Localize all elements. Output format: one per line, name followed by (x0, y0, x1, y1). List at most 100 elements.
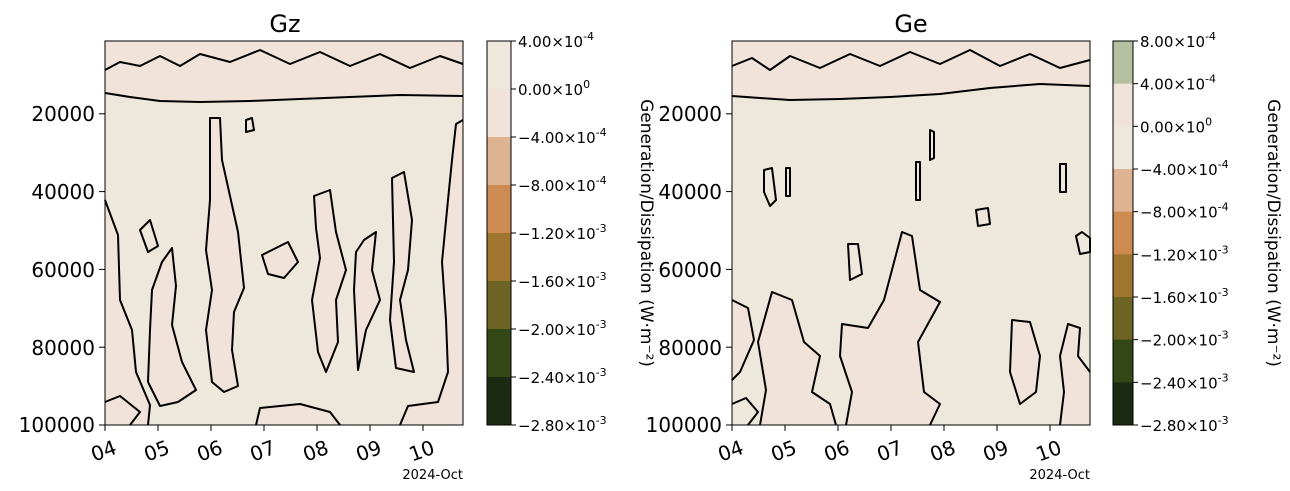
y-tick-label: 100000 (646, 413, 722, 437)
contour-line (245, 117, 255, 133)
contour-line (399, 119, 464, 426)
colorbar-tick-label: 4.00×10-4 (518, 30, 594, 51)
colorbar-frame (1112, 40, 1134, 426)
x-tick-label: 04 (715, 435, 747, 466)
contour-line (975, 207, 991, 227)
colorbar-tick-label: −1.20×10-3 (518, 222, 607, 243)
contour-line (389, 171, 415, 373)
colorbar-band (487, 185, 511, 234)
x-tick-label: 09 (353, 435, 385, 466)
colorbar-band (1113, 339, 1133, 383)
colorbar-label: Generation/Dissipation (W·m⁻²) (636, 99, 656, 367)
contour-region (354, 232, 380, 370)
colorbar-tick-label: −2.00×10-3 (518, 318, 607, 339)
plot-area (731, 40, 1091, 426)
contour-line (139, 219, 159, 253)
contour-region (105, 200, 150, 425)
contour-line (311, 189, 347, 373)
contour-line (104, 92, 464, 103)
contour-region (758, 292, 836, 425)
y-tick-label: 20000 (31, 102, 95, 126)
colorbar-band (1113, 211, 1133, 255)
colorbar-tick-label: −8.00×10-4 (1140, 201, 1229, 222)
contour-line (1009, 319, 1041, 405)
y-tick-label: 60000 (658, 258, 722, 282)
colorbar-tick-label: −1.20×10-3 (1140, 243, 1229, 264)
chart-title: Gz (269, 10, 300, 38)
contour-line (261, 241, 299, 279)
contour-line (1059, 163, 1067, 193)
panel-gz: Gz (19, 10, 656, 483)
contour-region (732, 41, 1090, 100)
colorbar-tick-label: −8.00×10-4 (518, 174, 607, 195)
colorbar-band (1113, 126, 1133, 170)
x-offset-label: 2024-Oct (1029, 468, 1090, 483)
contour-region (1060, 324, 1090, 425)
y-tick-label: 40000 (31, 180, 95, 204)
contour-line (255, 403, 341, 426)
x-offset-label: 2024-Oct (402, 468, 463, 483)
colorbar-band (487, 329, 511, 378)
colorbar-tick-label: −2.00×10-3 (1140, 329, 1229, 350)
colorbar-band (487, 137, 511, 186)
contour-line (731, 49, 1091, 71)
y-axis: 20000 40000 60000 80000 100000 (19, 102, 105, 437)
colorbar-band (487, 41, 511, 90)
plot-area (104, 40, 464, 426)
colorbar-tick-label: 0.00×100 (1140, 115, 1212, 136)
y-axis: 20000 40000 60000 80000 100000 (646, 102, 732, 437)
x-tick-label: 05 (141, 435, 173, 466)
contour-line (929, 129, 935, 161)
colorbar-tick-label: −4.00×10-4 (518, 126, 607, 147)
contour-line (1059, 323, 1091, 426)
contour-line (104, 199, 151, 426)
y-tick-label: 60000 (31, 258, 95, 282)
colorbar-band (487, 377, 511, 426)
x-tick-label: 08 (927, 435, 959, 466)
colorbar-band (1113, 169, 1133, 213)
colorbar-band (487, 233, 511, 282)
colorbar-band (1113, 83, 1133, 127)
contour-line (763, 167, 777, 207)
x-tick-label: 09 (980, 435, 1012, 466)
colorbar-tick-label: −4.00×10-4 (1140, 158, 1229, 179)
colorbar-tick-label: −2.40×10-3 (1140, 371, 1229, 392)
x-tick-label: 07 (247, 435, 279, 466)
contour-line (847, 243, 863, 281)
x-axis: 04 05 06 07 08 09 10 2024-Oct (715, 425, 1090, 483)
colorbar-label: Generation/Dissipation (W·m⁻²) (1263, 99, 1283, 367)
x-tick-label: 10 (406, 435, 438, 466)
contour-line (104, 395, 141, 426)
contour-region (840, 232, 940, 425)
plot-frame (104, 40, 464, 426)
colorbar-band (1113, 254, 1133, 298)
colorbar-band (1113, 382, 1133, 426)
contour-region (312, 190, 346, 372)
colorbar-band (1113, 41, 1133, 85)
contour-region (206, 118, 244, 392)
colorbar-band (487, 281, 511, 330)
colorbar-tick-label: −2.80×10-3 (518, 414, 607, 435)
x-tick-label: 04 (88, 435, 120, 466)
colorbar-band (1113, 297, 1133, 341)
contour-line (839, 231, 941, 426)
colorbar: 8.00×10-4 4.00×10-4 0.00×100 −4.00×10-4 −8.0… (1112, 30, 1283, 435)
contour-line (731, 83, 1091, 101)
contour-region (105, 41, 463, 102)
contour-region (732, 300, 754, 380)
contour-line (731, 397, 759, 426)
y-tick-label: 80000 (658, 336, 722, 360)
y-tick-label: 20000 (658, 102, 722, 126)
colorbar-tick-label: −1.60×10-3 (518, 270, 607, 291)
x-axis: 04 05 06 07 08 09 10 2024-Oct (88, 425, 463, 483)
colorbar-tick-label: 4.00×10-4 (1140, 73, 1216, 94)
colorbar-tick-label: −2.40×10-3 (518, 366, 607, 387)
contour-line (731, 299, 755, 381)
x-tick-label: 10 (1033, 435, 1065, 466)
contour-line (353, 231, 381, 371)
x-tick-label: 07 (874, 435, 906, 466)
x-tick-label: 05 (768, 435, 800, 466)
panel-ge: Ge (646, 10, 1283, 483)
contour-region (1010, 320, 1040, 404)
